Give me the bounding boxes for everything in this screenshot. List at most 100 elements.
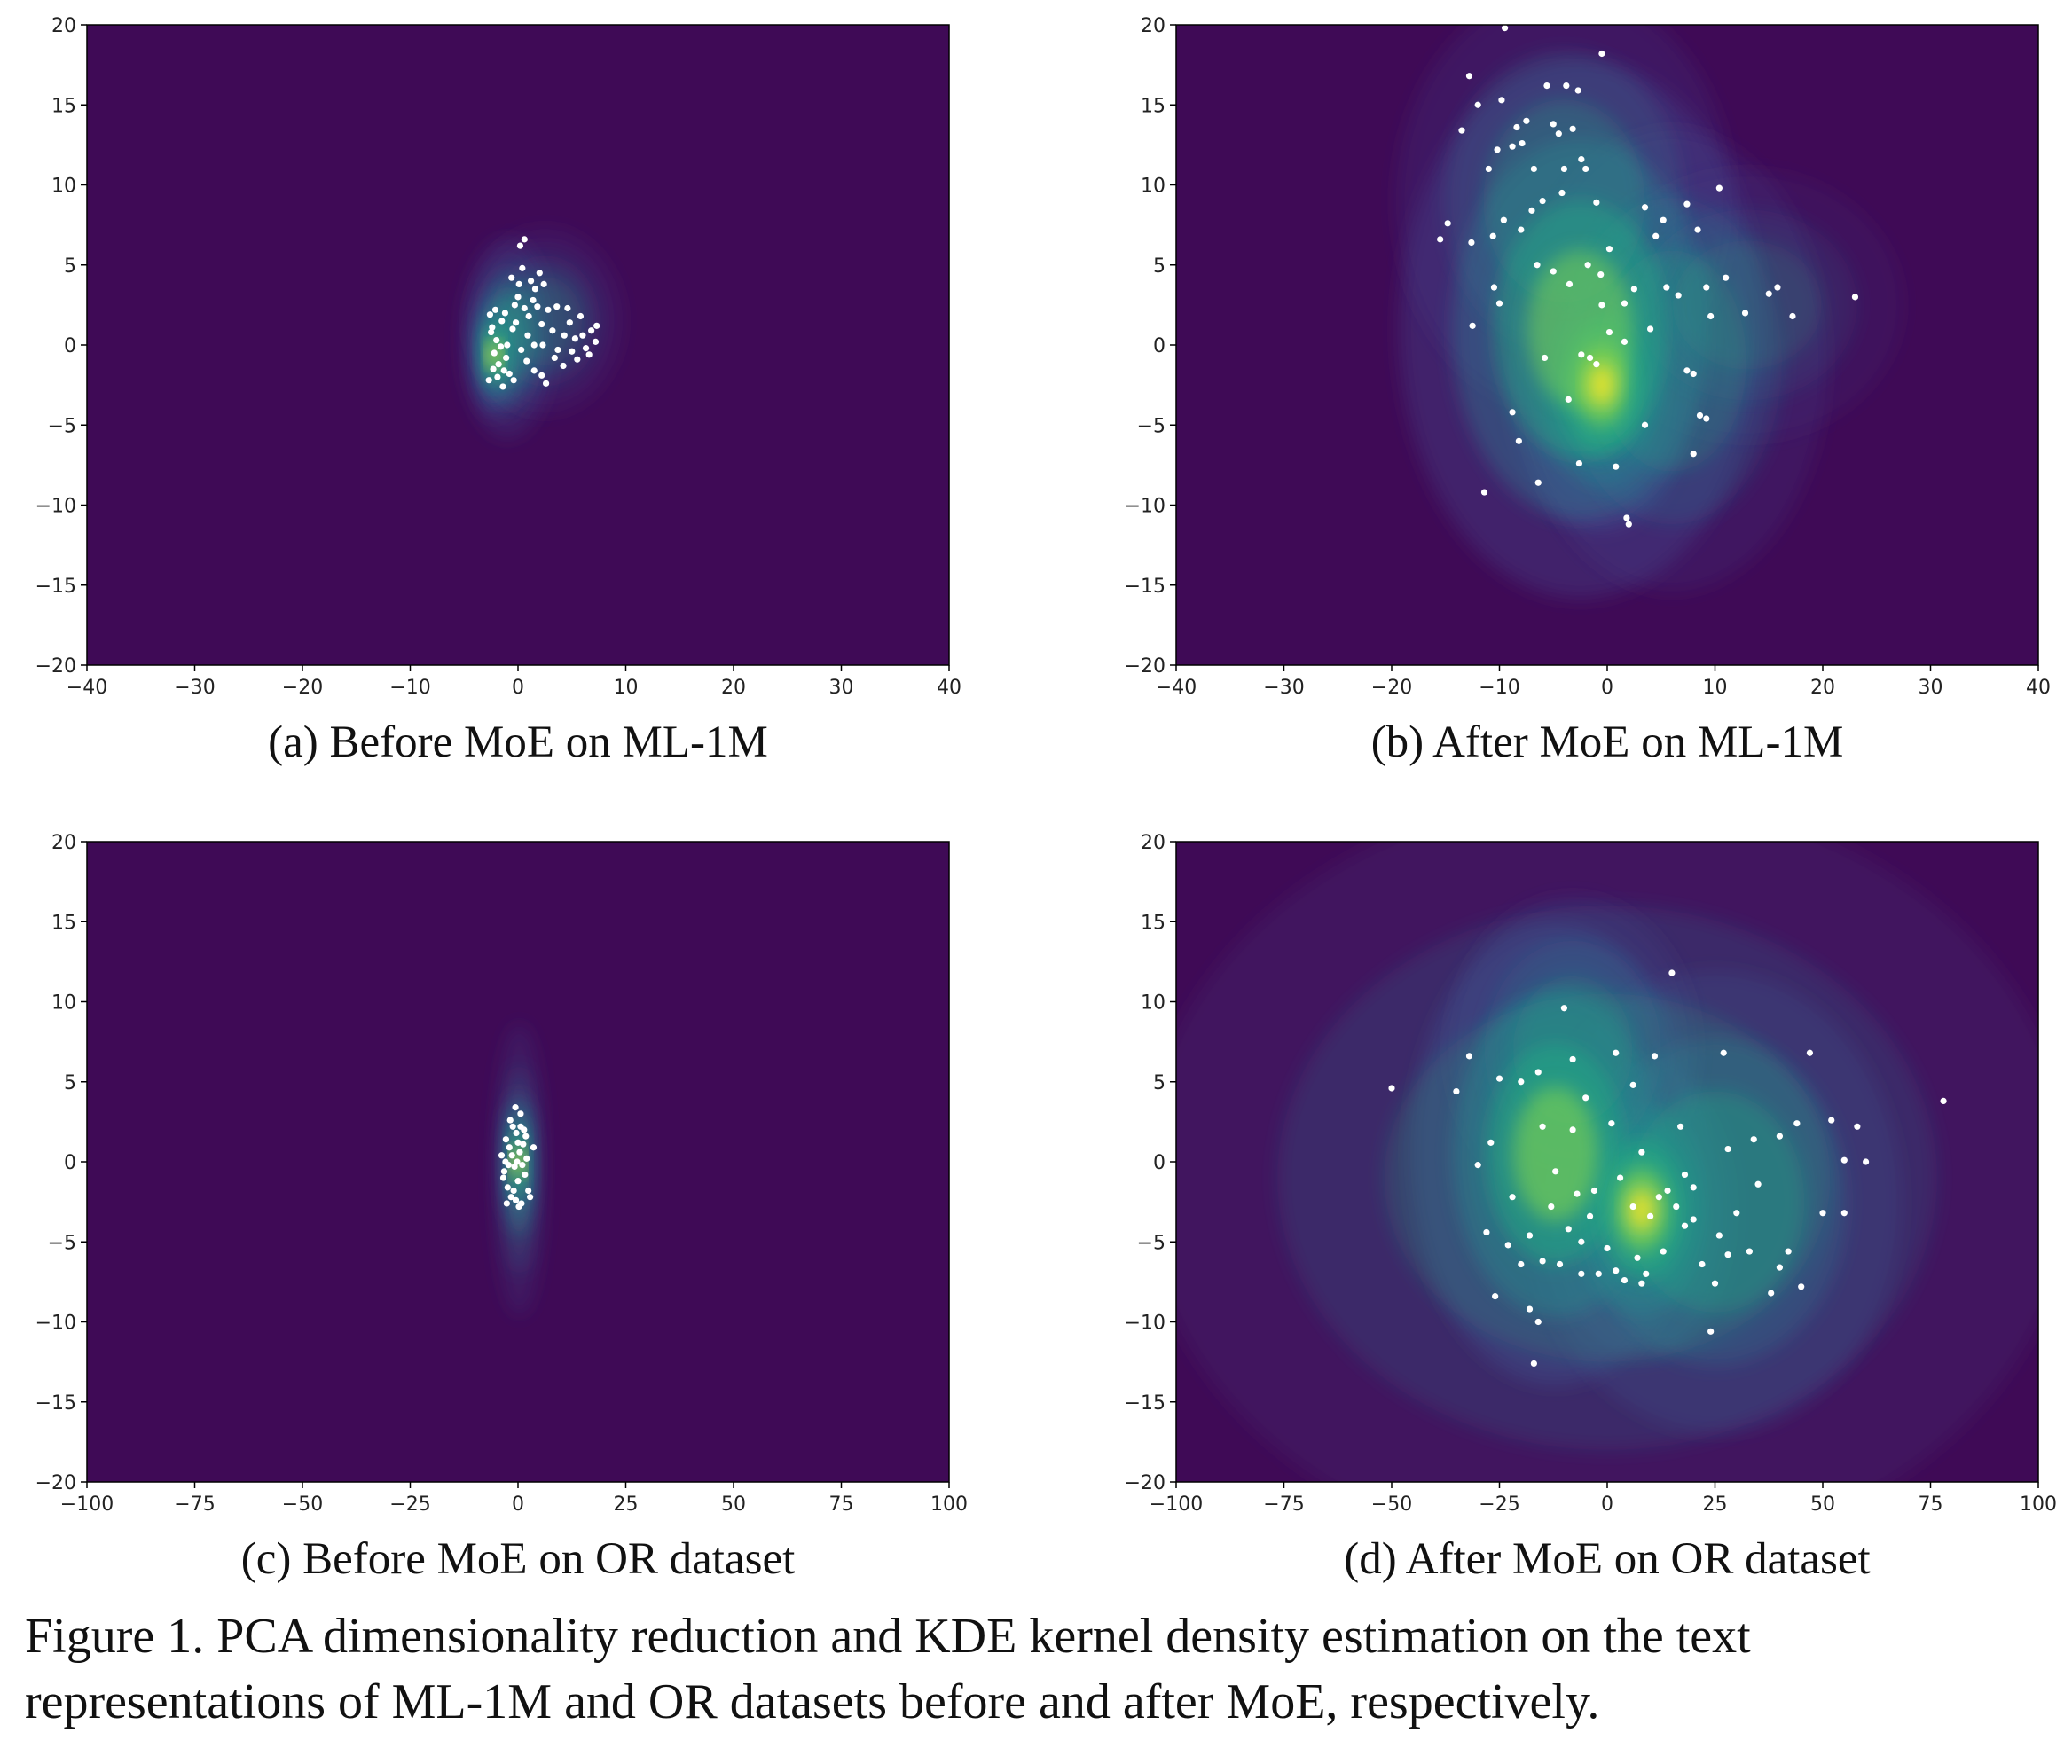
- y-tick-label: 5: [64, 255, 76, 278]
- scatter-point: [579, 332, 586, 339]
- scatter-point: [488, 328, 495, 336]
- scatter-point: [1940, 1097, 1947, 1105]
- scatter-point: [1623, 514, 1630, 521]
- scatter-point: [1647, 1212, 1654, 1219]
- scatter-point: [504, 1184, 511, 1191]
- kde-density-layer: [1395, 25, 1903, 599]
- scatter-point: [1668, 969, 1676, 976]
- scatter-point: [1774, 284, 1781, 291]
- scatter-point: [512, 319, 520, 326]
- scatter-point: [1487, 1139, 1495, 1146]
- scatter-point: [1675, 292, 1682, 299]
- y-tick-label: −15: [1125, 576, 1166, 598]
- scatter-point: [506, 1144, 513, 1151]
- y-tick-label: 20: [51, 15, 76, 37]
- scatter-point: [1500, 216, 1507, 223]
- y-tick-label: −5: [48, 415, 76, 437]
- x-tick-label: 100: [2020, 1494, 2057, 1516]
- x-tick-label: 20: [1810, 677, 1835, 699]
- panel-caption-c: (c) Before MoE on OR dataset: [240, 1534, 796, 1584]
- scatter-point: [523, 1155, 530, 1162]
- scatter-point: [1806, 1049, 1814, 1056]
- y-tick-label: 5: [1153, 1072, 1166, 1094]
- scatter-point: [549, 327, 556, 334]
- scatter-point: [521, 236, 528, 243]
- x-tick-label: −25: [1479, 1494, 1519, 1516]
- scatter-point: [1613, 463, 1620, 470]
- x-tick-label: 25: [614, 1494, 639, 1516]
- x-tick-label: 50: [1810, 1494, 1835, 1516]
- scatter-point: [1495, 1075, 1503, 1082]
- x-tick-label: 0: [512, 1494, 524, 1516]
- y-tick-label: 20: [1141, 15, 1166, 37]
- y-tick-label: 10: [1141, 176, 1166, 198]
- scatter-point: [498, 318, 506, 325]
- scatter-point: [486, 311, 494, 318]
- scatter-point: [1643, 1270, 1650, 1277]
- x-tick-label: −25: [389, 1494, 430, 1516]
- y-tick-label: −10: [1125, 496, 1166, 518]
- scatter-point: [1660, 1248, 1667, 1255]
- y-tick-label: −10: [35, 496, 76, 518]
- scatter-point: [517, 1110, 524, 1117]
- x-tick-label: −50: [1371, 1494, 1412, 1516]
- scatter-point: [539, 341, 546, 349]
- scatter-point: [503, 354, 510, 362]
- scatter-point: [1509, 143, 1516, 150]
- y-tick-label: 15: [1141, 912, 1166, 934]
- scatter-point: [1465, 73, 1473, 80]
- x-tick-label: 0: [1601, 1494, 1613, 1516]
- scatter-point: [1543, 82, 1550, 90]
- scatter-point: [515, 1203, 522, 1211]
- y-tick-label: −10: [35, 1313, 76, 1335]
- scatter-point: [1641, 421, 1649, 428]
- x-tick-label: 0: [512, 677, 524, 699]
- y-tick-label: 15: [51, 95, 76, 117]
- scatter-point: [511, 1163, 518, 1171]
- scatter-point: [540, 280, 547, 288]
- x-tick-label: −100: [1150, 1494, 1203, 1516]
- scatter-point: [1724, 1251, 1731, 1258]
- kde-blob: [1673, 240, 1822, 370]
- x-tick-label: −30: [174, 677, 215, 699]
- scatter-point: [582, 345, 590, 352]
- scatter-point: [497, 343, 505, 350]
- scatter-point: [1555, 130, 1562, 137]
- scatter-point: [1504, 1242, 1511, 1249]
- scatter-point: [1483, 1228, 1490, 1236]
- scatter-point: [1518, 1078, 1525, 1086]
- scatter-point: [1485, 165, 1492, 173]
- scatter-point: [518, 346, 525, 354]
- scatter-point: [1696, 412, 1704, 419]
- scatter-point: [1681, 1171, 1689, 1179]
- scatter-point: [1652, 232, 1660, 239]
- scatter-point: [1569, 125, 1576, 132]
- scatter-point: [522, 1133, 530, 1140]
- scatter-point: [1605, 328, 1613, 336]
- scatter-point: [1840, 1210, 1848, 1217]
- scatter-point: [1690, 1184, 1697, 1191]
- y-tick-label: 15: [51, 912, 76, 934]
- scatter-point: [1598, 302, 1605, 309]
- y-tick-label: −5: [1137, 1232, 1166, 1254]
- scatter-point: [499, 383, 506, 390]
- scatter-point: [1703, 415, 1710, 422]
- scatter-point: [514, 1178, 522, 1185]
- scatter-point: [592, 338, 600, 345]
- scatter-point: [551, 354, 558, 362]
- scatter-point: [502, 1158, 509, 1165]
- scatter-point: [525, 312, 532, 320]
- scatter-point: [1490, 284, 1498, 291]
- scatter-point: [1593, 361, 1600, 368]
- scatter-point: [504, 341, 511, 349]
- scatter-point: [1629, 1081, 1636, 1088]
- scatter-point: [560, 362, 567, 370]
- scatter-point: [523, 357, 530, 365]
- scatter-point: [494, 373, 501, 380]
- scatter-point: [514, 1158, 521, 1165]
- scatter-point: [1703, 284, 1710, 291]
- scatter-point: [1768, 1290, 1775, 1297]
- kde-blob: [1513, 1086, 1598, 1221]
- y-tick-label: 10: [1141, 992, 1166, 1015]
